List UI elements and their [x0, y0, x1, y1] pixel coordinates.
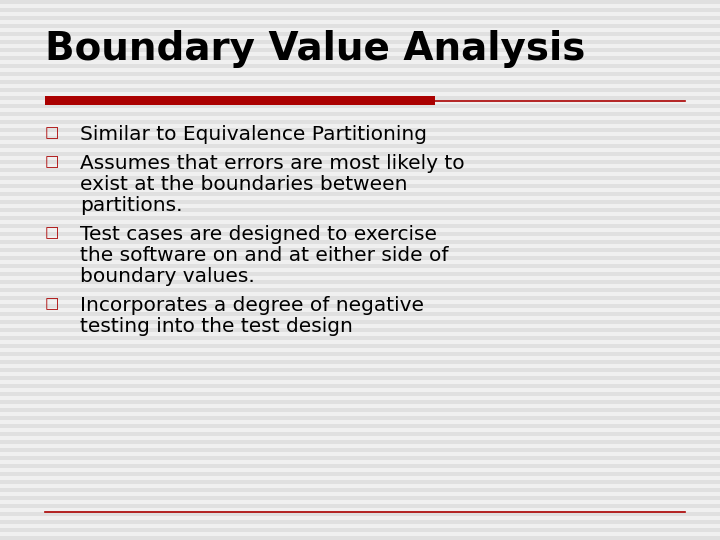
Bar — [0, 448, 720, 452]
Bar — [0, 72, 720, 76]
Text: □: □ — [45, 154, 59, 169]
Bar — [0, 40, 720, 44]
Bar — [0, 248, 720, 252]
Bar — [0, 360, 720, 364]
Bar — [0, 137, 720, 140]
Text: Similar to Equivalence Partitioning: Similar to Equivalence Partitioning — [80, 125, 427, 144]
Bar — [0, 240, 720, 244]
Bar — [0, 112, 720, 116]
Bar — [0, 416, 720, 420]
Bar — [0, 49, 720, 52]
Bar — [0, 456, 720, 460]
Bar — [0, 265, 720, 268]
Bar — [0, 280, 720, 284]
Text: Incorporates a degree of negative: Incorporates a degree of negative — [80, 296, 424, 315]
Bar — [0, 384, 720, 388]
Bar — [0, 129, 720, 132]
Bar — [0, 496, 720, 500]
Bar — [0, 536, 720, 540]
Bar — [0, 488, 720, 492]
Bar — [0, 521, 720, 524]
Bar — [0, 217, 720, 220]
Bar — [0, 104, 720, 108]
Bar — [0, 408, 720, 412]
Bar — [0, 32, 720, 36]
Bar — [0, 464, 720, 468]
Bar — [0, 120, 720, 124]
Text: Boundary Value Analysis: Boundary Value Analysis — [45, 30, 585, 68]
Bar — [0, 144, 720, 148]
Text: □: □ — [45, 296, 59, 311]
Bar — [0, 184, 720, 188]
Bar — [0, 168, 720, 172]
Bar — [0, 16, 720, 20]
Text: Test cases are designed to exercise: Test cases are designed to exercise — [80, 225, 437, 244]
Bar — [0, 64, 720, 68]
Bar — [0, 441, 720, 444]
Text: the software on and at either side of: the software on and at either side of — [80, 246, 449, 265]
Bar — [0, 424, 720, 428]
Bar — [0, 320, 720, 324]
Bar — [0, 192, 720, 196]
Text: □: □ — [45, 125, 59, 140]
Bar — [0, 296, 720, 300]
Bar — [0, 232, 720, 236]
Bar — [0, 376, 720, 380]
Text: □: □ — [45, 225, 59, 240]
Bar — [0, 177, 720, 180]
Text: boundary values.: boundary values. — [80, 267, 255, 286]
Bar — [0, 504, 720, 508]
Bar — [0, 512, 720, 516]
Bar — [0, 89, 720, 92]
Bar — [0, 208, 720, 212]
Bar — [0, 433, 720, 436]
Bar — [0, 160, 720, 164]
Text: exist at the boundaries between: exist at the boundaries between — [80, 175, 408, 194]
Text: testing into the test design: testing into the test design — [80, 317, 353, 336]
Bar — [0, 9, 720, 12]
Bar — [0, 97, 720, 100]
Bar — [0, 353, 720, 356]
Bar — [0, 328, 720, 332]
Bar — [0, 336, 720, 340]
Bar — [0, 313, 720, 316]
Bar — [0, 225, 720, 228]
Bar — [0, 481, 720, 484]
Bar — [45, 96, 435, 105]
Bar — [0, 529, 720, 532]
Bar — [0, 393, 720, 396]
Bar — [0, 80, 720, 84]
Bar — [0, 305, 720, 308]
Bar — [0, 345, 720, 348]
Bar — [0, 368, 720, 372]
Bar — [0, 1, 720, 4]
Bar — [0, 24, 720, 28]
Bar — [0, 472, 720, 476]
Bar — [0, 56, 720, 60]
Bar — [0, 288, 720, 292]
Text: partitions.: partitions. — [80, 196, 182, 215]
Bar — [0, 272, 720, 276]
Text: Assumes that errors are most likely to: Assumes that errors are most likely to — [80, 154, 464, 173]
Bar — [0, 152, 720, 156]
Bar — [0, 400, 720, 404]
Bar — [0, 200, 720, 204]
Bar — [0, 256, 720, 260]
